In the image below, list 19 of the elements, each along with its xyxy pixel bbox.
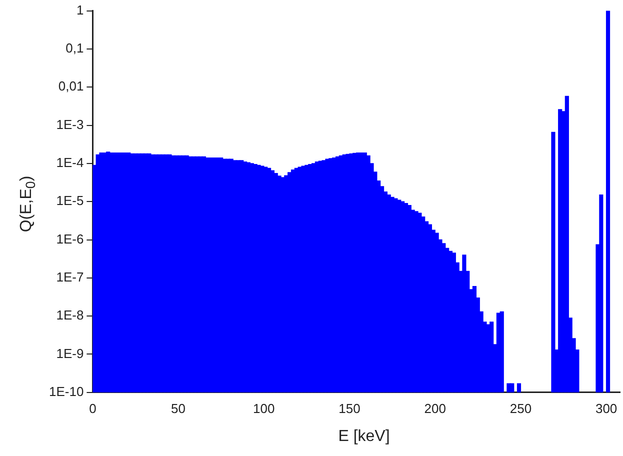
y-tick-label: 1E-9	[56, 346, 84, 361]
x-tick-label: 50	[171, 400, 186, 416]
x-tick-label: 200	[424, 400, 446, 416]
y-tick-label: 1E-10	[48, 384, 84, 399]
x-tick-label: 300	[595, 400, 618, 416]
y-tick-label: 1E-6	[56, 231, 84, 246]
x-tick-label: 150	[338, 400, 360, 416]
y-tick-label: 1E-8	[56, 308, 84, 323]
y-tick-label: 1	[76, 2, 84, 18]
x-axis-title: E [keV]	[337, 428, 391, 446]
x-tick-label: 100	[253, 400, 275, 416]
y-tick-label: 1E-4	[56, 155, 84, 170]
x-tick-label: 250	[510, 400, 532, 416]
y-tick-label: 1E-3	[56, 116, 84, 132]
y-tick-label: 0,1	[66, 40, 84, 56]
y-tick-label: 0,01	[58, 78, 84, 94]
y-tick-label: 1E-5	[56, 193, 84, 208]
y-tick-label: 1E-7	[56, 270, 84, 284]
x-tick-label: 0	[89, 400, 96, 416]
